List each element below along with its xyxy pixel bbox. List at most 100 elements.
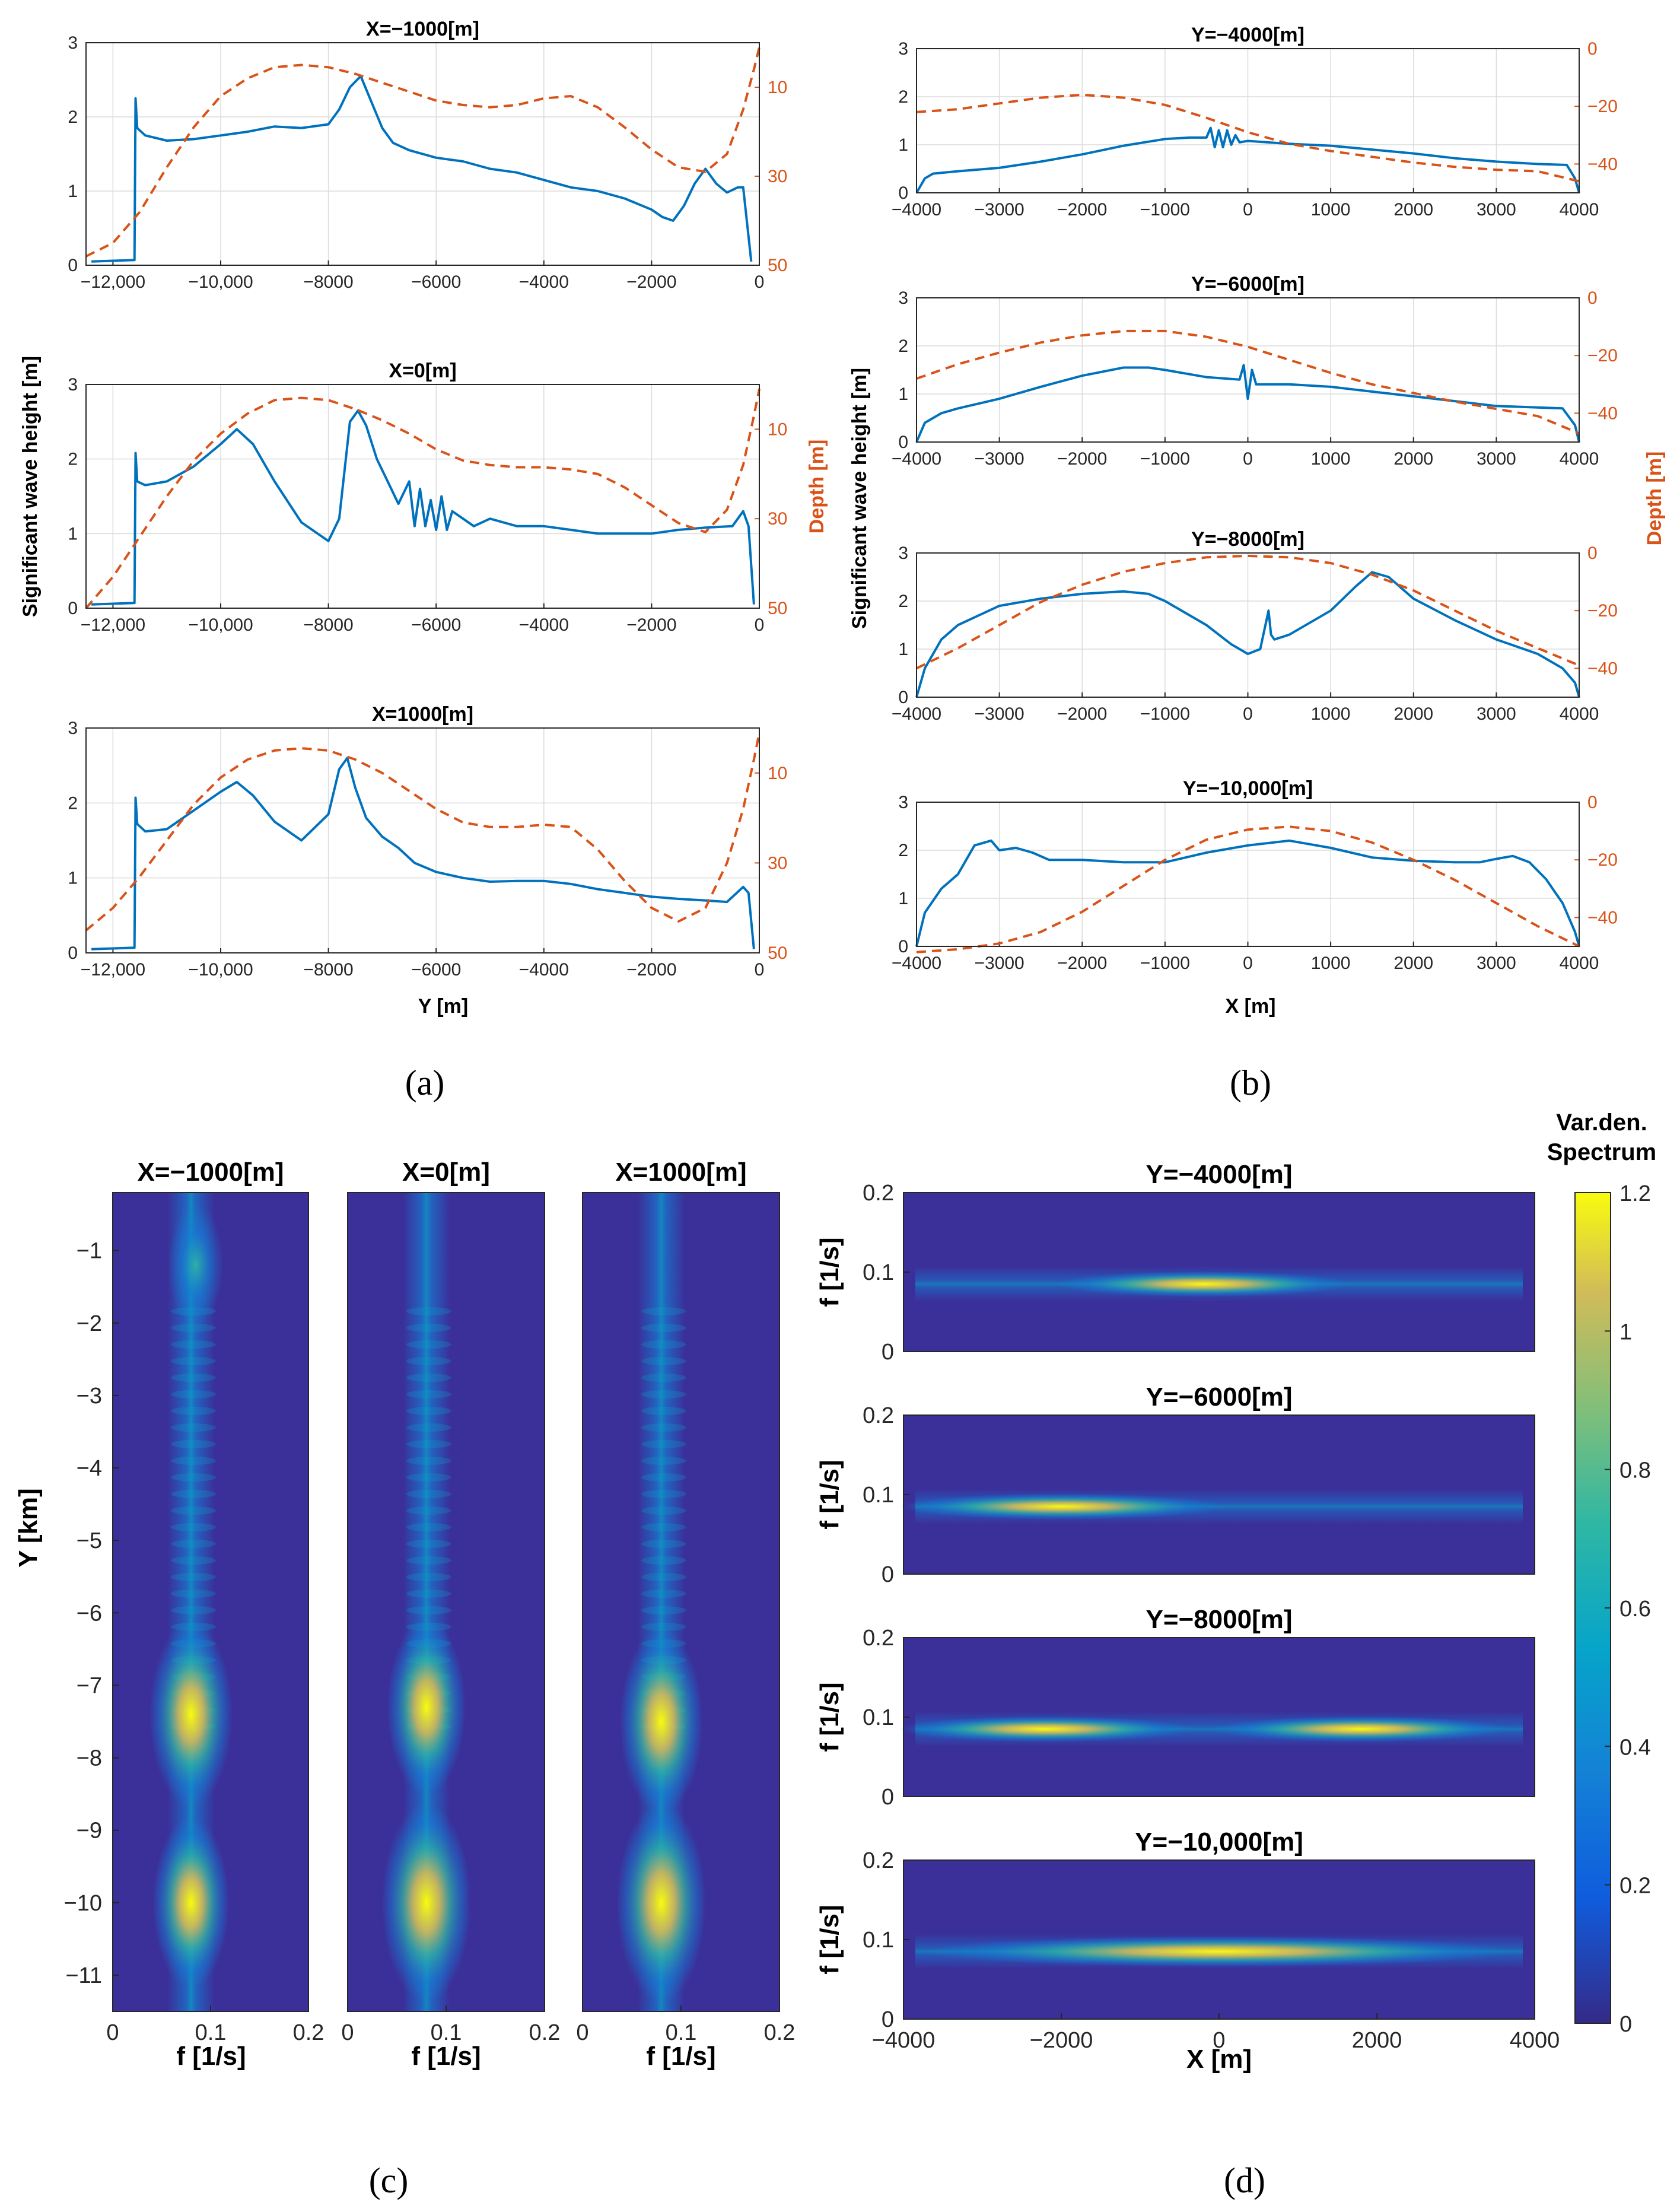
- energy-hotspot: [899, 1493, 1223, 1520]
- x-tick-label: 0: [576, 2020, 588, 2045]
- y2-tick-label: −40: [1587, 659, 1618, 678]
- plot-frame: [85, 42, 760, 266]
- x-tick-label: 1000: [1311, 953, 1351, 973]
- energy-hotspot: [168, 1203, 224, 1327]
- wave-height-line: [915, 126, 1580, 193]
- y2-tick-label: 0: [1587, 39, 1598, 59]
- y-tick-label: 3: [898, 39, 908, 59]
- interference-ripple: [406, 1606, 451, 1614]
- heatmap-title: Y=−8000[m]: [1146, 1605, 1292, 1634]
- depth-dashed-line: [85, 732, 761, 932]
- y-tick-label: 0: [68, 943, 78, 963]
- energy-hotspot: [1057, 1271, 1350, 1298]
- x-tick-label: 0.2: [293, 2020, 324, 2045]
- interference-ripple: [406, 1540, 451, 1548]
- interference-ripple: [171, 1324, 216, 1332]
- interference-ripple: [406, 1357, 451, 1365]
- chart-a2: −12,000 −10,000 −8000 −6000 −4000 −2000 0 0 1 2 3 1…: [68, 360, 787, 635]
- x-tick-label: 0.1: [431, 2020, 462, 2045]
- interference-ripple: [171, 1407, 216, 1415]
- energy-hotspot: [387, 1619, 466, 1795]
- chart-title: Y=−8000[m]: [1191, 528, 1304, 551]
- colorbar-tick-label: 1.2: [1619, 1181, 1651, 1206]
- chart-title: Y=−10,000[m]: [1183, 777, 1313, 800]
- interference-ripple: [406, 1590, 451, 1598]
- interference-ripple: [641, 1357, 686, 1365]
- y2-tick-label: −20: [1587, 601, 1618, 621]
- heatmap-title: X=0[m]: [402, 1158, 490, 1187]
- y-tick-label: 0: [68, 599, 78, 618]
- colorbar-title-1: Var.den.: [1556, 1110, 1647, 1136]
- x-tick-label: 4000: [1560, 953, 1599, 973]
- y-tick-label: −2: [77, 1311, 102, 1336]
- heatmap-d4: Y=−10,000[m] 0.2 0.1 0 f [1/s] −4000 −2000 0 200…: [815, 1827, 1560, 2053]
- chart-b3: −4000 −3000 −2000 −1000 0 1000 2000 3000 4000 0 1 2…: [892, 528, 1618, 724]
- x-tick-label: −4000: [892, 953, 941, 973]
- x-tick-label: −6000: [411, 960, 461, 980]
- panel-c-xlabel-3: f [1/s]: [646, 2042, 715, 2071]
- wave-height-line: [915, 364, 1580, 443]
- y-tick-label: −3: [77, 1384, 102, 1409]
- x-tick-label: −4000: [519, 615, 569, 635]
- colorbar-title-2: Spectrum: [1547, 1139, 1657, 1165]
- heatmap-ylabel: f [1/s]: [815, 1682, 844, 1752]
- x-tick-label: 0: [1243, 200, 1253, 220]
- plot-frame: [916, 297, 1580, 443]
- x-tick-label: 0: [755, 615, 765, 635]
- wave-height-line: [915, 571, 1580, 698]
- x-tick-label: 3000: [1477, 704, 1516, 724]
- x-tick-label: −4000: [519, 960, 569, 980]
- y-tick-label: 1: [68, 524, 78, 543]
- y2-tick-label: −20: [1587, 346, 1618, 365]
- x-tick-label: 1000: [1311, 449, 1351, 469]
- x-tick-label: −6000: [411, 615, 461, 635]
- y-tick-label: 0.1: [863, 1928, 894, 1953]
- y-tick-label: 1: [898, 640, 908, 659]
- y-tick-label: 1: [898, 384, 908, 404]
- interference-ripple: [406, 1407, 451, 1415]
- interference-ripple: [641, 1490, 686, 1498]
- interference-ripple: [171, 1374, 216, 1382]
- wave-height-line: [915, 839, 1580, 947]
- x-tick-label: −2000: [626, 615, 676, 635]
- energy-hotspot: [381, 1803, 472, 2002]
- y2-tick-label: 30: [768, 509, 787, 529]
- y-tick-label: 3: [898, 793, 908, 812]
- x-tick-label: 0: [106, 2020, 119, 2045]
- x-tick-label: −2000: [1057, 449, 1107, 469]
- plot-area: [86, 384, 759, 608]
- chart-title: Y=−4000[m]: [1191, 24, 1304, 46]
- y2-tick-label: 0: [1587, 543, 1598, 563]
- colorbar-tick-label: 0.2: [1619, 1874, 1651, 1899]
- y-tick-label: 0.2: [863, 1626, 894, 1651]
- y-tick-label: 1: [68, 182, 78, 201]
- interference-ripple: [171, 1506, 216, 1515]
- y-tick-label: −10: [64, 1891, 102, 1916]
- colorbar-tick-label: 0.8: [1619, 1458, 1651, 1483]
- panel-label-b: (b): [1230, 1063, 1271, 1102]
- panel-c-xlabel-1: f [1/s]: [176, 2042, 246, 2071]
- depth-dashed-line: [85, 47, 761, 258]
- interference-ripple: [641, 1556, 686, 1565]
- y2-tick-label: 30: [768, 167, 787, 186]
- y-tick-label: −8: [77, 1746, 102, 1771]
- x-tick-label: −3000: [974, 704, 1024, 724]
- x-tick-label: 0: [755, 960, 765, 980]
- y2-tick-label: 50: [768, 943, 787, 963]
- chart-title: X=1000[m]: [372, 703, 473, 726]
- interference-ripple: [406, 1307, 451, 1315]
- x-tick-label: −2000: [1057, 200, 1107, 220]
- x-tick-label: 0: [1243, 449, 1253, 469]
- y-tick-label: 0.1: [863, 1705, 894, 1730]
- y-tick-label: 0: [898, 688, 908, 707]
- y-tick-label: 2: [898, 87, 908, 107]
- interference-ripple: [406, 1556, 451, 1565]
- chart-b2: −4000 −3000 −2000 −1000 0 1000 2000 3000 4000 0 1 2…: [892, 273, 1618, 469]
- y-tick-label: 0.2: [863, 1181, 894, 1206]
- x-tick-label: 0.1: [666, 2020, 697, 2045]
- y-tick-label: 2: [898, 336, 908, 356]
- interference-ripple: [406, 1573, 451, 1581]
- heatmap-title: X=1000[m]: [615, 1158, 746, 1187]
- x-tick-label: −12,000: [81, 960, 145, 980]
- x-tick-label: −8000: [303, 960, 353, 980]
